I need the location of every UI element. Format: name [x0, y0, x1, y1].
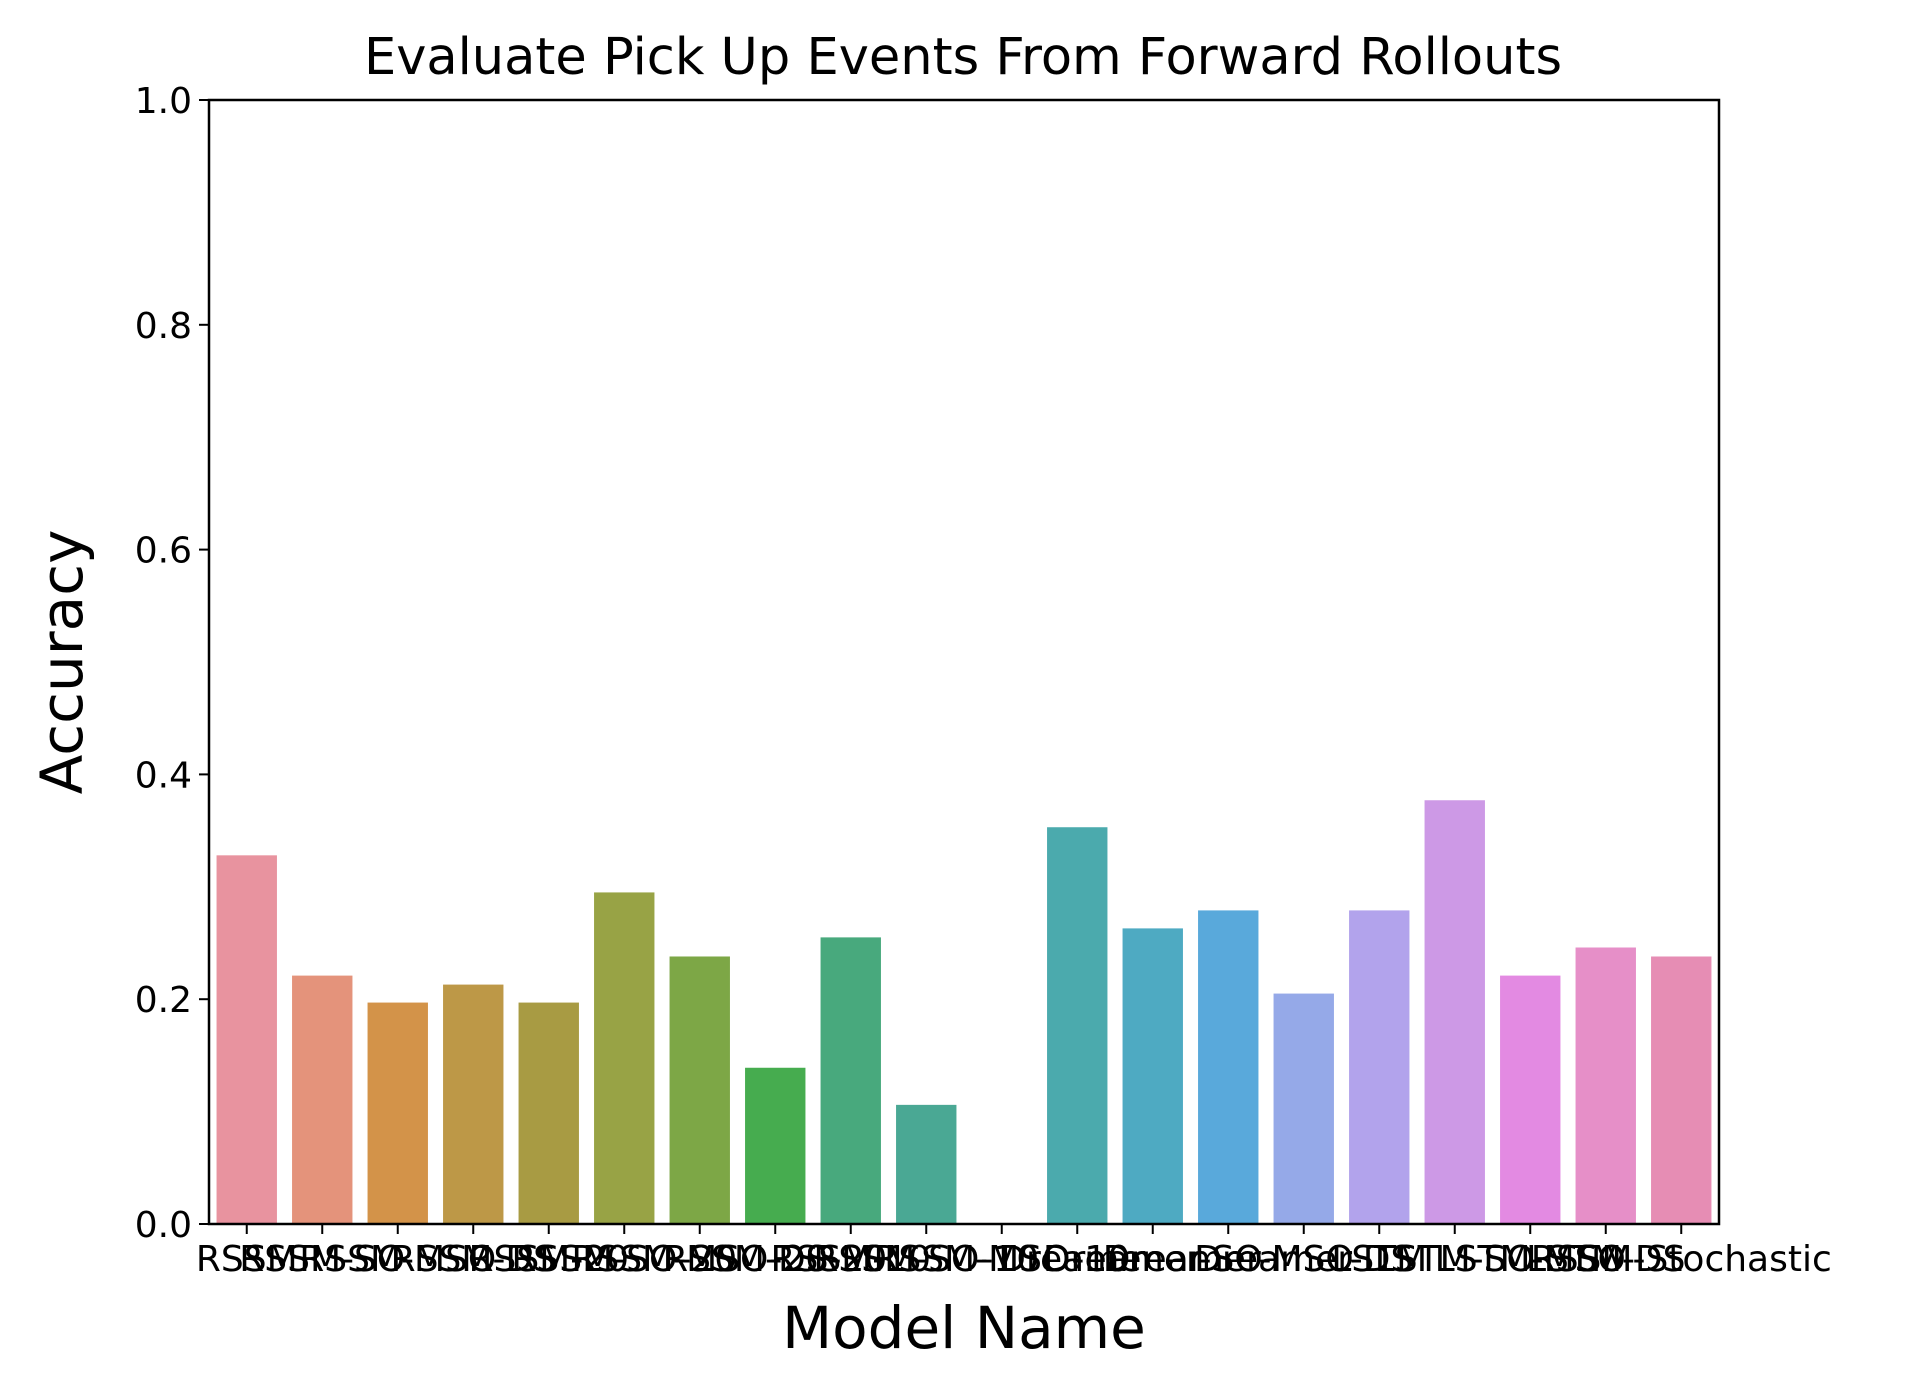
bar-15	[1349, 910, 1410, 1224]
x-tick-label: Dreamer-DS	[1194, 1239, 1413, 1280]
bar-9	[896, 1104, 957, 1224]
bar-2	[367, 1002, 428, 1224]
x-tick-label: Dreamer-SO	[1043, 1239, 1263, 1280]
x-tick-label: RSSM-SO-20	[511, 1239, 737, 1280]
bar-6	[669, 956, 730, 1224]
x-tick-label: RSSM-MSO-20	[571, 1239, 828, 1280]
y-tick-label: 0.4	[135, 755, 192, 796]
bar-4	[518, 1002, 579, 1224]
x-tick-label: RSSM-20	[468, 1239, 629, 1280]
y-tick-label: 1.0	[135, 81, 192, 122]
y-tick-label: 0.6	[135, 531, 192, 572]
bar-12	[1122, 928, 1183, 1224]
x-tick-label: RSSM-10	[770, 1239, 931, 1280]
bar-7	[745, 1067, 806, 1224]
bar-group	[216, 800, 1712, 1224]
bar-1	[292, 975, 353, 1224]
bar-19	[1651, 956, 1712, 1224]
bar-5	[594, 892, 655, 1224]
x-tick-label: LSTM-DS	[1526, 1239, 1686, 1280]
bar-11	[1047, 827, 1108, 1224]
x-tick-label: Dreamer	[998, 1239, 1156, 1280]
x-tick-label: RSSM-MSO	[299, 1239, 496, 1280]
x-tick-label: RSSM-MSO-10	[873, 1239, 1130, 1280]
bar-0	[216, 855, 277, 1224]
x-axis-label: Model Name	[782, 1294, 1146, 1362]
bar-14	[1273, 993, 1334, 1224]
plot-frame	[207, 98, 1721, 1226]
bar-18	[1575, 947, 1636, 1224]
y-axis-label: Accuracy	[28, 530, 96, 795]
x-tick-label: RSSM-SO	[239, 1239, 405, 1280]
x-tick-label: RSSM-SO-10	[813, 1239, 1039, 1280]
x-tick-label: LSTM-MSO	[1435, 1239, 1626, 1280]
x-axis-ticks: RSSMRSSM-SORSSM-MSORSSM-DSRSSM-20RSSM-SO…	[196, 1224, 1832, 1280]
bar-8	[820, 937, 881, 1224]
bar-16	[1424, 800, 1485, 1224]
y-tick-label: 0.2	[135, 980, 192, 1021]
x-tick-label: RSSM-Stochastic	[1531, 1239, 1832, 1280]
y-tick-label: 0.8	[135, 306, 192, 347]
chart-title: Evaluate Pick Up Events From Forward Rol…	[364, 28, 1562, 87]
x-tick-label: LSTM	[1331, 1239, 1427, 1280]
y-tick-label: 0.0	[135, 1205, 192, 1246]
x-tick-label: RSSM-DS	[391, 1239, 556, 1280]
x-tick-label: RSSM-DS-20	[663, 1239, 887, 1280]
x-tick-label: LSTM-SO	[1375, 1239, 1535, 1280]
y-axis-ticks: 0.0 0.2 0.4 0.6 0.8 1.0	[135, 81, 209, 1246]
bar-13	[1198, 910, 1259, 1224]
x-tick-label: Dreamer-MSO	[1103, 1239, 1354, 1280]
bar-3	[443, 984, 504, 1224]
bar-17	[1500, 975, 1561, 1224]
x-tick-label: RSSM	[196, 1239, 298, 1280]
